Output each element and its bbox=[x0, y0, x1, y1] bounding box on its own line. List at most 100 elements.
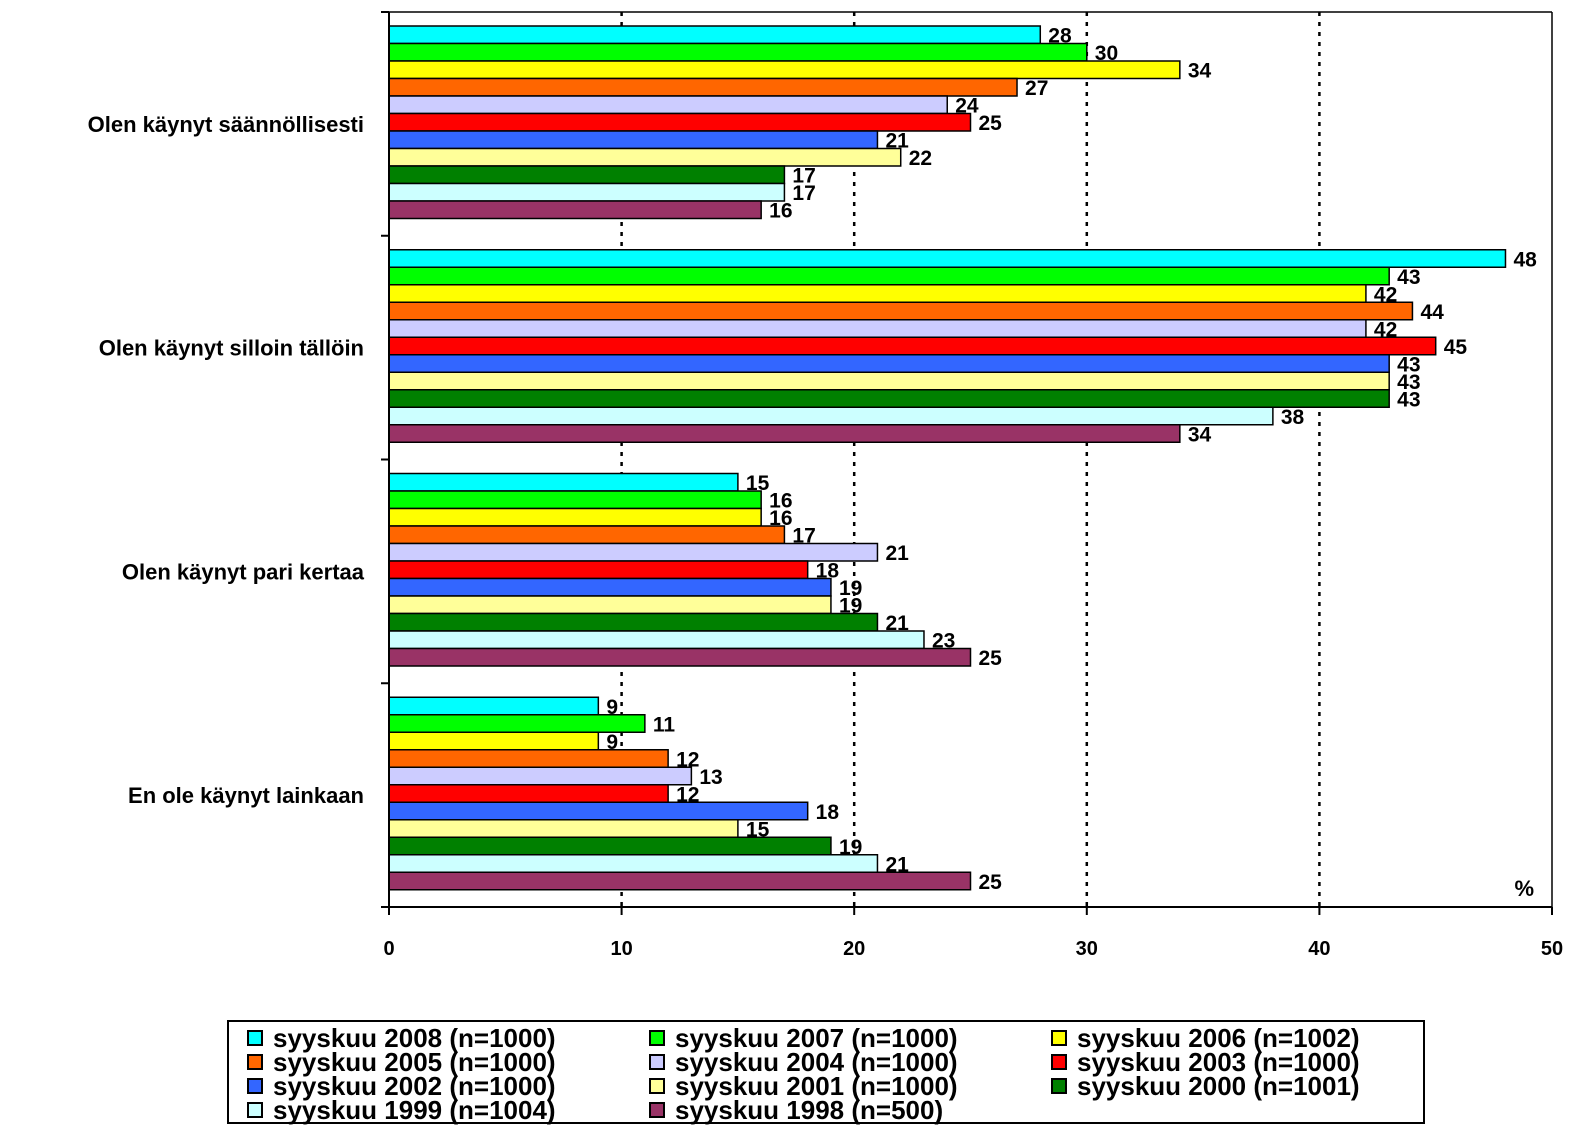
bar bbox=[388, 336, 1437, 356]
bar bbox=[388, 731, 600, 751]
data-label: 24 bbox=[955, 95, 979, 118]
data-label: 23 bbox=[932, 630, 955, 653]
data-label: 19 bbox=[839, 595, 862, 618]
data-label: 25 bbox=[979, 871, 1003, 894]
bars bbox=[388, 25, 1507, 891]
legend-swatch bbox=[247, 1078, 263, 1094]
legend-swatch bbox=[247, 1054, 263, 1070]
bar bbox=[388, 371, 1390, 391]
bar bbox=[388, 784, 669, 803]
legend-item: syyskuu 2000 (n=1001) bbox=[1051, 1071, 1360, 1101]
data-label: 25 bbox=[979, 647, 1003, 670]
data-label: 22 bbox=[909, 147, 932, 170]
bar bbox=[388, 696, 600, 716]
bar bbox=[388, 60, 1181, 80]
legend-item: syyskuu 2005 (n=1000) bbox=[247, 1047, 556, 1077]
unit-label: % bbox=[1514, 876, 1534, 901]
data-label: 21 bbox=[885, 853, 909, 876]
data-label: 16 bbox=[769, 200, 792, 223]
legend-item: syyskuu 1999 (n=1004) bbox=[247, 1095, 556, 1125]
legend-swatch bbox=[247, 1102, 263, 1118]
data-label: 17 bbox=[792, 165, 815, 188]
category-label: Olen käynyt säännöllisesti bbox=[88, 112, 364, 137]
data-label: 25 bbox=[979, 112, 1003, 135]
data-label: 48 bbox=[1513, 248, 1537, 271]
category-label: En ole käynyt lainkaan bbox=[128, 783, 364, 808]
legend-swatch bbox=[649, 1030, 665, 1046]
legend-swatch bbox=[649, 1102, 665, 1118]
legend-label: syyskuu 2008 (n=1000) bbox=[273, 1023, 556, 1053]
data-label: 42 bbox=[1374, 283, 1397, 306]
bar bbox=[388, 507, 762, 527]
axes bbox=[381, 11, 1553, 915]
bar bbox=[388, 595, 832, 615]
data-label: 44 bbox=[1420, 301, 1444, 324]
data-label: 12 bbox=[676, 783, 699, 806]
data-label: 34 bbox=[1188, 60, 1212, 83]
bar bbox=[388, 819, 739, 838]
legend-label: syyskuu 2001 (n=1000) bbox=[675, 1071, 958, 1101]
bar bbox=[388, 165, 786, 185]
legend-label: syyskuu 2006 (n=1002) bbox=[1077, 1023, 1360, 1053]
bar bbox=[388, 249, 1507, 268]
legend: syyskuu 2008 (n=1000) syyskuu 2007 (n=100… bbox=[227, 1020, 1425, 1124]
bar bbox=[388, 42, 1088, 62]
bar bbox=[388, 112, 972, 132]
legend-label: syyskuu 1999 (n=1004) bbox=[273, 1095, 556, 1125]
legend-label: syyskuu 1998 (n=500) bbox=[675, 1095, 944, 1125]
bar bbox=[388, 525, 786, 545]
legend-swatch bbox=[1051, 1054, 1067, 1070]
category-label: Olen käynyt pari kertaa bbox=[122, 559, 365, 584]
bar bbox=[388, 472, 739, 492]
data-label: 27 bbox=[1025, 77, 1048, 100]
data-label: 17 bbox=[792, 525, 815, 548]
bar bbox=[388, 147, 902, 167]
bar bbox=[388, 854, 879, 873]
data-label: 34 bbox=[1188, 423, 1212, 446]
legend-label: syyskuu 2003 (n=1000) bbox=[1077, 1047, 1360, 1077]
data-label: 15 bbox=[746, 472, 770, 495]
bar bbox=[388, 354, 1390, 373]
data-label: 21 bbox=[885, 130, 909, 153]
legend-item: syyskuu 2008 (n=1000) bbox=[247, 1023, 556, 1053]
data-label: 16 bbox=[769, 490, 792, 513]
data-label: 18 bbox=[816, 560, 840, 583]
bar bbox=[388, 560, 809, 580]
bar bbox=[388, 284, 1367, 303]
bar bbox=[388, 490, 762, 510]
bar bbox=[388, 389, 1390, 408]
data-label: 9 bbox=[606, 731, 618, 754]
legend-label: syyskuu 2004 (n=1000) bbox=[675, 1047, 958, 1077]
data-label: 21 bbox=[885, 542, 909, 565]
data-label: 38 bbox=[1281, 406, 1305, 429]
x-tick-label: 50 bbox=[1541, 938, 1563, 960]
data-label: 19 bbox=[839, 836, 862, 859]
legend-label: syyskuu 2002 (n=1000) bbox=[273, 1071, 556, 1101]
bar bbox=[388, 577, 832, 597]
bar bbox=[388, 801, 809, 821]
bar bbox=[388, 766, 693, 786]
x-tick-label: 0 bbox=[383, 938, 394, 960]
legend-label: syyskuu 2000 (n=1001) bbox=[1077, 1071, 1360, 1101]
bar bbox=[388, 612, 879, 632]
data-label: 43 bbox=[1397, 353, 1420, 376]
data-label: 18 bbox=[816, 801, 840, 824]
x-tick-label: 10 bbox=[610, 938, 632, 960]
data-label: 12 bbox=[676, 748, 699, 771]
legend-item: syyskuu 2002 (n=1000) bbox=[247, 1071, 556, 1101]
data-label: 9 bbox=[606, 696, 618, 719]
bar bbox=[388, 871, 972, 891]
bar bbox=[388, 630, 925, 650]
bar bbox=[388, 182, 786, 202]
legend-swatch bbox=[247, 1030, 263, 1046]
data-label: 43 bbox=[1397, 388, 1420, 411]
legend-label: syyskuu 2005 (n=1000) bbox=[273, 1047, 556, 1077]
legend-item: syyskuu 1998 (n=500) bbox=[649, 1095, 944, 1125]
bar bbox=[388, 647, 972, 667]
data-label: 11 bbox=[653, 713, 676, 736]
bar bbox=[388, 266, 1390, 286]
data-label: 17 bbox=[792, 182, 815, 205]
data-label: 30 bbox=[1095, 42, 1118, 65]
